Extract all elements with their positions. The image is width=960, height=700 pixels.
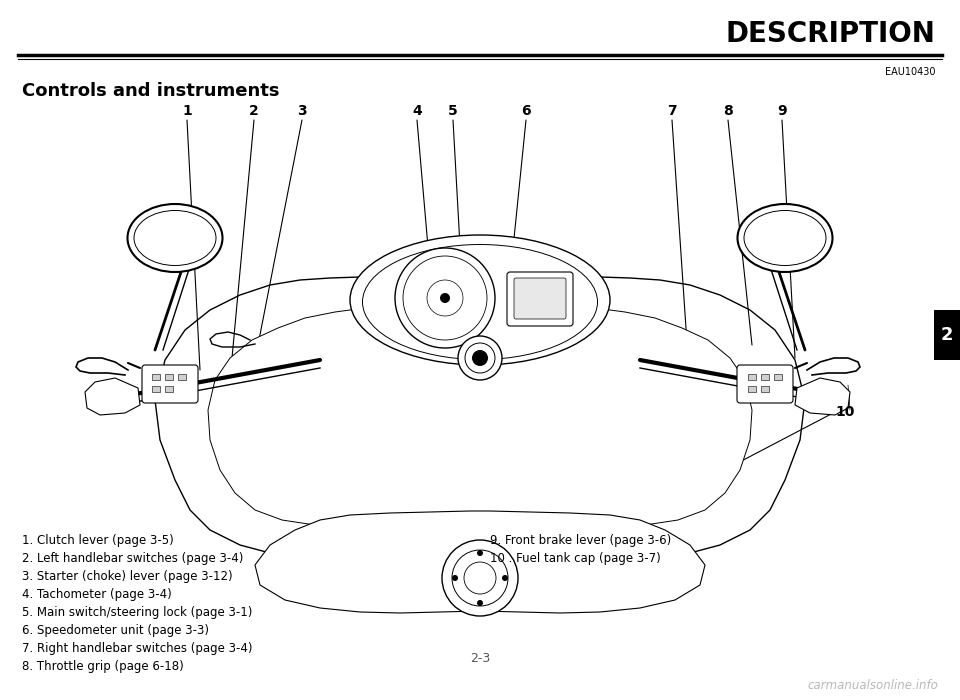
Text: 2. Left handlebar switches (page 3-4): 2. Left handlebar switches (page 3-4) bbox=[22, 552, 244, 565]
Text: 7: 7 bbox=[667, 104, 677, 118]
Polygon shape bbox=[795, 378, 850, 415]
Circle shape bbox=[403, 256, 487, 340]
Text: 5: 5 bbox=[448, 104, 458, 118]
Text: 7. Right handlebar switches (page 3-4): 7. Right handlebar switches (page 3-4) bbox=[22, 642, 252, 655]
Text: 6. Speedometer unit (page 3-3): 6. Speedometer unit (page 3-3) bbox=[22, 624, 209, 637]
Circle shape bbox=[442, 540, 518, 616]
Text: 3. Starter (choke) lever (page 3-12): 3. Starter (choke) lever (page 3-12) bbox=[22, 570, 232, 583]
Text: 10 . Fuel tank cap (page 3-7): 10 . Fuel tank cap (page 3-7) bbox=[490, 552, 660, 565]
Bar bbox=[152, 374, 160, 380]
Bar bbox=[165, 374, 173, 380]
FancyBboxPatch shape bbox=[514, 278, 566, 319]
Text: 10: 10 bbox=[835, 405, 854, 419]
Text: 2-3: 2-3 bbox=[469, 652, 491, 665]
Text: EAU10430: EAU10430 bbox=[884, 67, 935, 77]
Text: carmanualsonline.info: carmanualsonline.info bbox=[807, 679, 938, 692]
Ellipse shape bbox=[737, 204, 832, 272]
Circle shape bbox=[452, 550, 508, 606]
Circle shape bbox=[458, 336, 502, 380]
Bar bbox=[152, 386, 160, 392]
Ellipse shape bbox=[363, 244, 597, 360]
Text: 9: 9 bbox=[778, 104, 787, 118]
Bar bbox=[761, 386, 769, 392]
Text: 4: 4 bbox=[412, 104, 421, 118]
Text: 3: 3 bbox=[298, 104, 307, 118]
Circle shape bbox=[477, 550, 483, 556]
Text: 4. Tachometer (page 3-4): 4. Tachometer (page 3-4) bbox=[22, 588, 172, 601]
Circle shape bbox=[395, 248, 495, 348]
Ellipse shape bbox=[350, 235, 610, 365]
Circle shape bbox=[452, 575, 458, 581]
Text: 1. Clutch lever (page 3-5): 1. Clutch lever (page 3-5) bbox=[22, 534, 174, 547]
Circle shape bbox=[502, 575, 508, 581]
Text: 2: 2 bbox=[941, 326, 953, 344]
FancyBboxPatch shape bbox=[507, 272, 573, 326]
Text: 8. Throttle grip (page 6-18): 8. Throttle grip (page 6-18) bbox=[22, 660, 183, 673]
Circle shape bbox=[440, 293, 450, 303]
FancyBboxPatch shape bbox=[142, 365, 198, 403]
FancyBboxPatch shape bbox=[737, 365, 793, 403]
Polygon shape bbox=[155, 277, 805, 560]
Circle shape bbox=[477, 600, 483, 606]
Text: 9. Front brake lever (page 3-6): 9. Front brake lever (page 3-6) bbox=[490, 534, 671, 547]
Text: 8: 8 bbox=[723, 104, 732, 118]
Text: 6: 6 bbox=[521, 104, 531, 118]
Bar bbox=[934, 310, 960, 360]
Bar bbox=[774, 374, 782, 380]
Ellipse shape bbox=[134, 211, 216, 265]
Bar bbox=[165, 386, 173, 392]
Bar bbox=[748, 386, 756, 392]
Ellipse shape bbox=[744, 211, 826, 265]
Circle shape bbox=[427, 280, 463, 316]
Text: Controls and instruments: Controls and instruments bbox=[22, 82, 279, 100]
Text: 5. Main switch/steering lock (page 3-1): 5. Main switch/steering lock (page 3-1) bbox=[22, 606, 252, 619]
Circle shape bbox=[464, 562, 496, 594]
Text: 1: 1 bbox=[182, 104, 192, 118]
Polygon shape bbox=[208, 305, 752, 527]
Bar bbox=[178, 374, 186, 380]
Polygon shape bbox=[85, 378, 140, 415]
Circle shape bbox=[465, 343, 495, 373]
Bar bbox=[761, 374, 769, 380]
Bar bbox=[748, 374, 756, 380]
Text: DESCRIPTION: DESCRIPTION bbox=[725, 20, 935, 48]
Ellipse shape bbox=[128, 204, 223, 272]
Polygon shape bbox=[255, 511, 705, 613]
Text: 2: 2 bbox=[250, 104, 259, 118]
Circle shape bbox=[472, 350, 488, 366]
